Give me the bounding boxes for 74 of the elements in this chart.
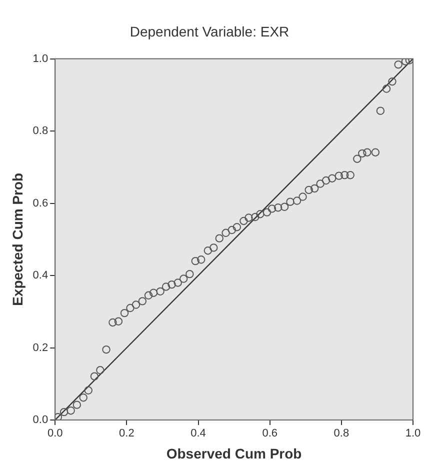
point xyxy=(280,202,289,211)
point xyxy=(328,174,336,182)
point xyxy=(66,406,75,415)
y-tick-label: 0.0 xyxy=(32,414,48,426)
point xyxy=(144,291,153,300)
point xyxy=(149,288,158,297)
y-axis-title: Expected Cum Prob xyxy=(9,172,26,306)
point xyxy=(334,172,344,180)
x-axis-title: Observed Cum Prob xyxy=(166,445,302,462)
x-tick-label: 0.2 xyxy=(119,428,134,440)
point xyxy=(322,176,330,185)
point xyxy=(262,208,272,216)
point xyxy=(388,77,396,86)
x-tick-label: 0.4 xyxy=(190,428,206,440)
x-tick-label: 0.0 xyxy=(47,428,63,440)
point xyxy=(191,256,200,266)
point xyxy=(156,287,164,296)
y-tick-label: 0.4 xyxy=(32,270,48,282)
point xyxy=(186,270,194,278)
point xyxy=(232,223,242,232)
chart-title: Dependent Variable: EXR xyxy=(130,23,290,40)
point xyxy=(304,186,313,194)
point xyxy=(268,204,276,213)
point xyxy=(358,149,366,158)
point xyxy=(244,214,253,222)
point xyxy=(168,280,176,289)
point xyxy=(90,372,99,380)
point xyxy=(371,148,380,156)
point xyxy=(72,400,82,409)
point xyxy=(382,84,391,93)
point xyxy=(210,244,218,252)
point xyxy=(96,366,104,374)
point xyxy=(376,106,385,115)
point xyxy=(79,394,88,402)
point xyxy=(240,216,248,226)
point xyxy=(102,345,110,354)
point xyxy=(298,192,307,201)
x-tick-label: 0.6 xyxy=(262,428,278,440)
point xyxy=(204,246,212,255)
point xyxy=(162,282,170,291)
point xyxy=(401,58,410,66)
point xyxy=(120,308,129,318)
point xyxy=(340,171,349,180)
point xyxy=(108,318,117,327)
point xyxy=(60,408,68,416)
point xyxy=(256,210,264,218)
point xyxy=(215,234,224,242)
y-tick-label: 0.2 xyxy=(32,342,48,354)
x-tick-label: 0.8 xyxy=(334,428,350,440)
point xyxy=(197,256,206,264)
point xyxy=(222,228,230,237)
point xyxy=(126,304,134,312)
point xyxy=(310,184,319,193)
y-tick-label: 0.8 xyxy=(32,125,48,138)
point xyxy=(114,317,123,326)
point xyxy=(174,278,182,287)
point xyxy=(179,274,188,283)
point xyxy=(251,212,260,222)
point xyxy=(274,204,282,212)
point xyxy=(346,171,354,180)
point xyxy=(84,386,92,394)
point xyxy=(228,226,236,234)
point xyxy=(394,60,402,69)
point xyxy=(138,297,147,306)
x-tick-label: 1.0 xyxy=(405,428,421,440)
point xyxy=(353,154,362,163)
point xyxy=(316,180,324,188)
point xyxy=(292,196,302,205)
y-tick-label: 1.0 xyxy=(32,52,48,65)
point xyxy=(363,148,372,156)
y-tick-label: 0.6 xyxy=(32,197,48,210)
point xyxy=(405,58,413,64)
point xyxy=(286,198,294,206)
point xyxy=(132,300,140,309)
